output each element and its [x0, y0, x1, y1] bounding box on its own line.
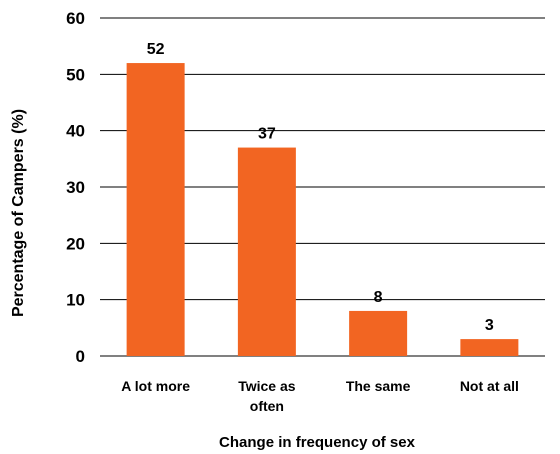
y-axis-ticks: 0 10 20 30 40 50 60	[66, 9, 85, 366]
bar	[460, 339, 519, 356]
y-tick-label: 30	[66, 178, 85, 197]
data-label: 37	[258, 126, 276, 143]
data-labels: 52 37 8 3	[147, 41, 494, 334]
y-axis-title: Percentage of Campers (%)	[10, 109, 27, 317]
bar	[126, 63, 185, 357]
x-category-label: Not at all	[460, 378, 519, 394]
y-tick-label: 0	[76, 347, 85, 366]
x-category-label: often	[250, 398, 284, 414]
x-category-label: Twice as	[238, 378, 296, 394]
y-tick-label: 50	[66, 65, 85, 84]
data-label: 3	[485, 317, 494, 334]
y-tick-label: 10	[66, 291, 85, 310]
y-tick-label: 60	[66, 9, 85, 28]
x-category-label: The same	[346, 378, 411, 394]
bars	[126, 63, 519, 357]
y-tick-label: 20	[66, 234, 85, 253]
data-label: 52	[147, 41, 165, 58]
bar	[237, 147, 296, 356]
y-tick-label: 40	[66, 122, 85, 141]
bar	[349, 310, 408, 356]
x-axis-title: Change in frequency of sex	[219, 434, 416, 451]
x-category-label: A lot more	[121, 378, 190, 394]
x-axis-categories: A lot more Twice as often The same Not at al…	[121, 378, 519, 414]
data-label: 8	[374, 289, 383, 306]
